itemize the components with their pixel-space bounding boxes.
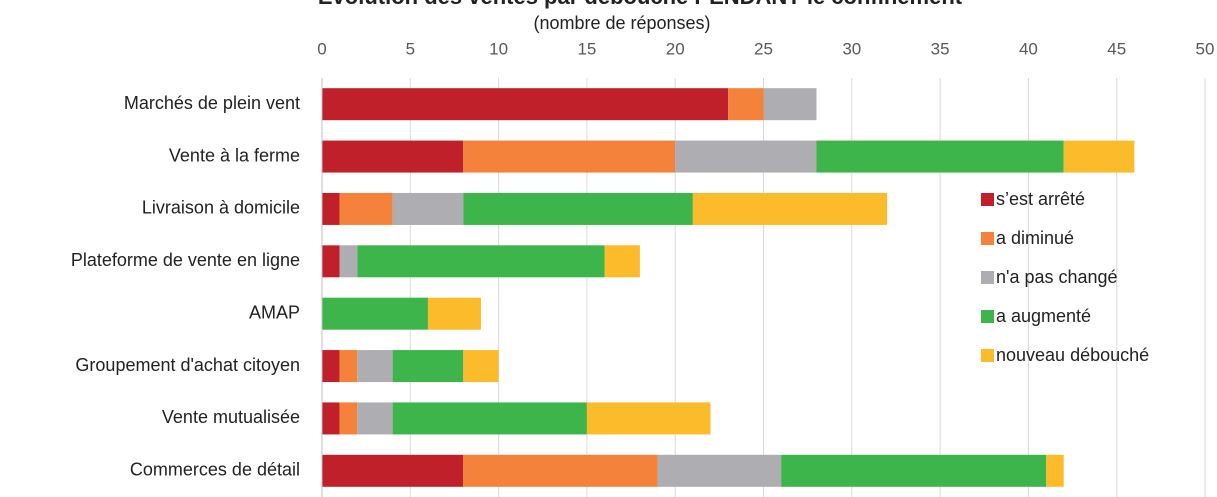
bar-segment (322, 245, 340, 278)
bar-segment (392, 402, 587, 435)
legend-swatch (981, 310, 994, 323)
x-tick-label: 50 (1196, 39, 1215, 58)
bar-segment (463, 140, 676, 173)
legend-label: nouveau débouché (996, 345, 1149, 365)
x-tick-label: 0 (317, 39, 326, 58)
x-tick-label: 45 (1107, 39, 1126, 58)
bar-segment (763, 88, 817, 121)
legend-swatch (981, 232, 994, 245)
bar-segment (322, 88, 729, 121)
x-tick-label: 30 (842, 39, 861, 58)
bar-segment (339, 245, 358, 278)
bar-segment (322, 402, 340, 435)
bar-segment (322, 140, 464, 173)
y-tick-label: Vente mutualisée (162, 407, 300, 427)
y-tick-label: Vente à la ferme (169, 145, 300, 165)
y-tick-label: Groupement d'achat citoyen (75, 355, 300, 375)
bar-segment (339, 192, 393, 225)
bar-segment (1046, 454, 1064, 487)
bar-segment (1063, 140, 1135, 173)
bar-segment (392, 350, 464, 383)
bar-segment (604, 245, 640, 278)
bar-segment (728, 88, 764, 121)
bar-segment (463, 454, 658, 487)
y-tick-label: Marchés de plein vent (124, 93, 300, 113)
bar-segment (322, 454, 464, 487)
chart-title: Evolution des ventes par débouché PENDAN… (318, 0, 963, 9)
legend-swatch (981, 271, 994, 284)
bar-segment (781, 454, 1047, 487)
y-tick-label: Plateforme de vente en ligne (71, 250, 300, 270)
legend-label: n'a pas changé (996, 267, 1118, 287)
legend-swatch (981, 349, 994, 362)
bar-segment (357, 402, 393, 435)
bar-segment (463, 192, 693, 225)
bar-segment (322, 350, 340, 383)
bar-segment (339, 402, 358, 435)
x-tick-label: 10 (489, 39, 508, 58)
bar-segment (322, 192, 340, 225)
bar-segment (427, 297, 481, 330)
bar-segment (463, 350, 499, 383)
bar-segment (692, 192, 888, 225)
chart-subtitle: (nombre de réponses) (533, 13, 710, 33)
x-tick-label: 15 (577, 39, 596, 58)
x-tick-label: 20 (666, 39, 685, 58)
bar-segment (357, 350, 393, 383)
bar-segment (357, 245, 605, 278)
legend-swatch (981, 193, 994, 206)
bar-segment (322, 297, 428, 330)
bar-segment (339, 350, 358, 383)
x-tick-label: 40 (1019, 39, 1038, 58)
bar-segment (392, 192, 464, 225)
y-tick-label: AMAP (249, 302, 300, 322)
legend-label: a diminué (996, 228, 1074, 248)
x-tick-label: 5 (406, 39, 415, 58)
y-tick-label: Livraison à domicile (142, 198, 300, 218)
bar-segment (657, 454, 782, 487)
legend-label: s’est arrêté (996, 189, 1085, 209)
bar-segment (816, 140, 1064, 173)
y-tick-label: Commerces de détail (130, 460, 300, 480)
x-tick-label: 25 (754, 39, 773, 58)
legend-label: a augmenté (996, 306, 1091, 326)
bar-segment (675, 140, 817, 173)
x-tick-label: 35 (931, 39, 950, 58)
bar-segment (586, 402, 711, 435)
